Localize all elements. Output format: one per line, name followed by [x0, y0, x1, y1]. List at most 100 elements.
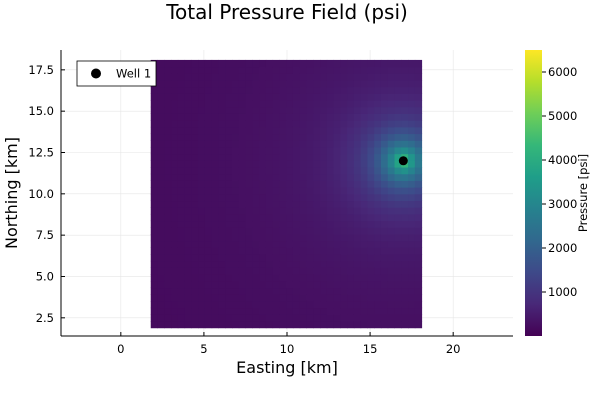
- heatmap-cell: [367, 247, 375, 255]
- heatmap-cell: [347, 133, 355, 141]
- heatmap-cell: [265, 167, 274, 175]
- heatmap-cell: [252, 234, 260, 242]
- heatmap-cell: [157, 247, 165, 255]
- heatmap-cell: [191, 133, 199, 141]
- heatmap-cell: [414, 240, 423, 248]
- heatmap-cell: [150, 113, 159, 121]
- heatmap-cell: [177, 321, 186, 329]
- heatmap-cell: [367, 321, 375, 329]
- heatmap-cell: [225, 247, 233, 255]
- heatmap-cell: [299, 287, 307, 295]
- heatmap-cell: [340, 66, 348, 74]
- heatmap-cell: [191, 146, 199, 155]
- heatmap-cell: [204, 254, 213, 262]
- heatmap-cell: [286, 321, 294, 329]
- heatmap-cell: [184, 234, 192, 242]
- heatmap-cell: [171, 307, 179, 315]
- heatmap-cell: [292, 93, 301, 101]
- heatmap-cell: [157, 86, 165, 94]
- heatmap-cell: [340, 167, 348, 175]
- heatmap-cell: [164, 207, 172, 215]
- heatmap-cell: [306, 234, 314, 242]
- heatmap-cell: [347, 274, 355, 282]
- heatmap-cell: [279, 307, 287, 315]
- heatmap-cell: [265, 180, 274, 188]
- heatmap-cell: [326, 200, 335, 208]
- heatmap-cell: [333, 314, 341, 322]
- heatmap-cell: [320, 227, 328, 235]
- heatmap-cell: [191, 86, 199, 94]
- heatmap-cell: [401, 307, 409, 315]
- heatmap-cell: [306, 247, 314, 255]
- heatmap-cell: [306, 160, 314, 168]
- heatmap-cell: [313, 274, 321, 282]
- heatmap-cell: [198, 280, 206, 289]
- heatmap-cell: [313, 153, 321, 161]
- heatmap-cell: [225, 254, 233, 262]
- heatmap-cell: [218, 274, 226, 282]
- heatmap-cell: [367, 73, 375, 81]
- heatmap-cell: [150, 240, 159, 248]
- heatmap-cell: [232, 86, 240, 94]
- heatmap-cell: [401, 80, 409, 88]
- heatmap-cell: [279, 213, 287, 222]
- heatmap-cell: [265, 113, 274, 121]
- heatmap-cell: [408, 307, 416, 315]
- heatmap-cell: [279, 193, 287, 202]
- heatmap-cell: [299, 80, 307, 88]
- heatmap-cell: [191, 321, 199, 329]
- heatmap-cell: [225, 153, 233, 161]
- heatmap-cell: [211, 153, 219, 161]
- heatmap-cell: [204, 274, 213, 282]
- heatmap-cell: [408, 113, 416, 121]
- heatmap-cell: [238, 73, 247, 81]
- heatmap-cell: [150, 287, 159, 295]
- heatmap-cell: [198, 247, 206, 255]
- heatmap-cell: [279, 187, 287, 195]
- heatmap-cell: [225, 200, 233, 208]
- heatmap-cell: [252, 287, 260, 295]
- heatmap-cell: [326, 267, 335, 275]
- heatmap-cell: [326, 287, 335, 295]
- heatmap-cell: [232, 267, 240, 275]
- heatmap-cell: [259, 100, 267, 108]
- heatmap-cell: [225, 120, 233, 128]
- heatmap-cell: [299, 200, 307, 208]
- heatmap-cell: [387, 167, 396, 175]
- heatmap-cell: [326, 167, 335, 175]
- heatmap-cell: [320, 66, 328, 74]
- heatmap-cell: [340, 227, 348, 235]
- heatmap-cell: [414, 160, 423, 168]
- heatmap-cell: [272, 247, 280, 255]
- heatmap-cell: [164, 146, 172, 155]
- heatmap-cell: [299, 300, 307, 309]
- heatmap-cell: [259, 300, 267, 309]
- heatmap-cell: [414, 254, 423, 262]
- heatmap-cell: [204, 220, 213, 228]
- heatmap-cell: [184, 106, 192, 114]
- heatmap-cell: [367, 80, 375, 88]
- heatmap-cell: [353, 73, 362, 81]
- heatmap-cell: [299, 100, 307, 108]
- heatmap-cell: [177, 260, 186, 268]
- heatmap-cell: [184, 213, 192, 222]
- heatmap-cell: [157, 153, 165, 161]
- heatmap-cell: [184, 280, 192, 289]
- heatmap-cell: [252, 126, 260, 135]
- heatmap-cell: [286, 180, 294, 188]
- heatmap-cell: [150, 267, 159, 275]
- heatmap-cell: [299, 193, 307, 202]
- heatmap-cell: [367, 167, 375, 175]
- heatmap-cell: [394, 106, 402, 114]
- heatmap-cell: [347, 193, 355, 202]
- heatmap-cell: [326, 140, 335, 148]
- heatmap-cell: [292, 160, 301, 168]
- heatmap-cell: [333, 193, 341, 202]
- heatmap-cell: [313, 294, 321, 302]
- heatmap-cell: [265, 247, 274, 255]
- heatmap-cell: [259, 234, 267, 242]
- heatmap-cell: [306, 200, 314, 208]
- heatmap-cell: [198, 173, 206, 181]
- heatmap-cell: [380, 321, 389, 329]
- heatmap-cell: [272, 100, 280, 108]
